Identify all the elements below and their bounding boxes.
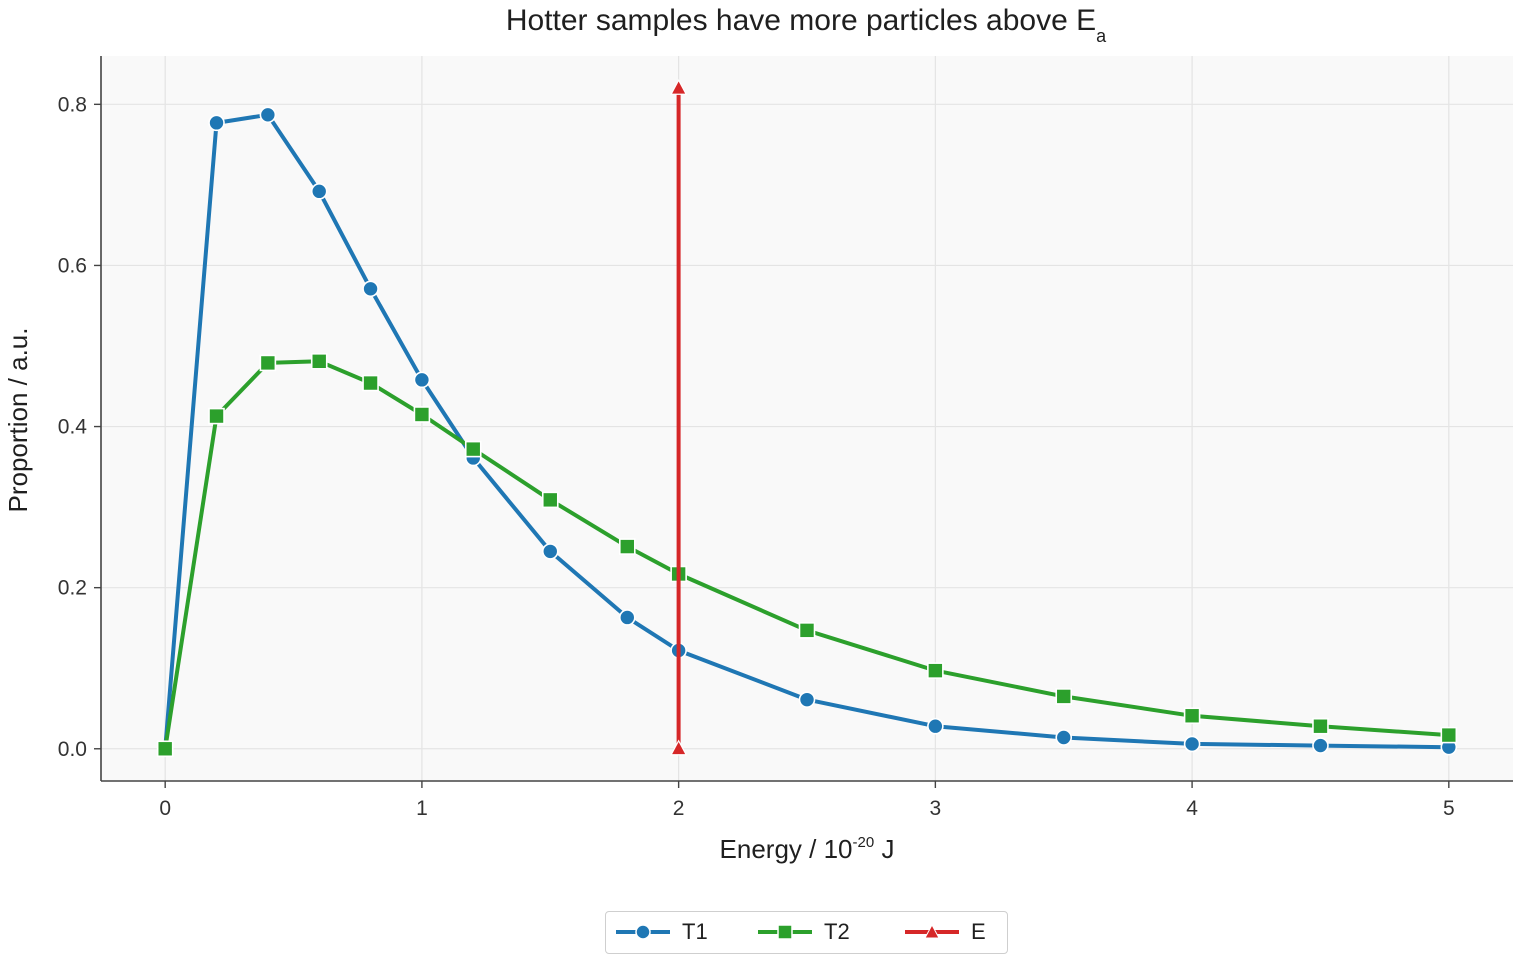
legend-marker-t1 (616, 924, 670, 940)
data-point-e (670, 739, 688, 756)
data-point-t1 (310, 183, 328, 200)
series-t2 (156, 353, 1458, 758)
y-tick-label: 0.6 (58, 254, 87, 277)
y-ticks: 0.0 0.2 0.4 0.6 0.8 (58, 93, 101, 761)
data-point-t2 (1055, 688, 1073, 705)
series-line-t2 (163, 359, 1449, 750)
data-point-t2 (798, 622, 816, 639)
data-point-t2 (413, 406, 431, 423)
x-axis-label-unit: J (874, 834, 894, 864)
data-point-t1 (541, 543, 559, 560)
x-ticks: 0 1 2 3 4 5 (159, 781, 1455, 820)
data-point-t1 (1183, 735, 1201, 753)
data-point-t2 (464, 440, 482, 458)
y-axis-label: Proportion / a.u. (3, 328, 33, 513)
data-point-t1 (798, 691, 816, 708)
chart-title-subscript: a (1096, 26, 1107, 46)
y-tick-label: 0.4 (58, 416, 88, 439)
data-point-t1 (362, 280, 379, 298)
x-axis-label-main: Energy / 10 (720, 834, 853, 864)
legend-marker-e (905, 923, 959, 939)
x-tick-label: 0 (159, 797, 171, 820)
data-point-t2 (310, 353, 328, 370)
data-point-t1 (1055, 729, 1073, 746)
chart-title: Hotter samples have more particles above… (506, 4, 1107, 46)
legend-item-t1: T1 (616, 912, 708, 952)
data-point-t2 (927, 662, 944, 679)
series-e (670, 78, 688, 756)
x-tick-label: 5 (1443, 797, 1455, 820)
y-tick-label: 0.2 (58, 577, 87, 600)
x-tick-label: 3 (930, 797, 942, 820)
data-point-t1 (413, 371, 431, 389)
legend-label-t2: T2 (824, 919, 850, 944)
data-point-t2 (541, 491, 559, 509)
data-point-t2 (1440, 726, 1458, 744)
data-point-t1 (259, 106, 277, 124)
x-tick-label: 2 (673, 797, 685, 820)
legend-marker-t2 (758, 924, 812, 940)
legend: T1 T2 E (605, 911, 1008, 954)
series-t1 (156, 106, 1458, 758)
x-tick-label: 1 (416, 797, 428, 820)
series-layer (156, 78, 1458, 758)
series-line-t1 (163, 112, 1449, 750)
data-point-t2 (259, 354, 277, 372)
data-point-t2 (618, 538, 636, 555)
y-tick-label: 0.0 (58, 738, 87, 761)
x-tick-label: 4 (1186, 797, 1198, 820)
data-point-t2 (1183, 707, 1201, 725)
legend-item-e: E (905, 912, 986, 952)
legend-label-t1: T1 (682, 919, 708, 944)
x-axis-label: Energy / 10-20 J (720, 834, 895, 864)
data-point-t2 (156, 740, 174, 758)
legend-item-t2: T2 (758, 912, 850, 952)
chart-title-main: Hotter samples have more particles above… (506, 4, 1096, 37)
legend-label-e: E (971, 919, 986, 944)
y-tick-label: 0.8 (58, 93, 87, 116)
plot-background (101, 56, 1513, 781)
x-axis-label-exponent: -20 (853, 834, 875, 851)
data-point-t2 (208, 407, 225, 425)
data-point-t2 (1312, 717, 1329, 735)
axes (100, 56, 1513, 782)
data-point-t2 (362, 374, 379, 392)
data-point-e (670, 78, 688, 95)
data-point-t1 (927, 717, 944, 735)
data-point-t1 (208, 114, 225, 132)
data-point-t1 (618, 609, 636, 626)
data-point-t1 (1312, 737, 1329, 754)
